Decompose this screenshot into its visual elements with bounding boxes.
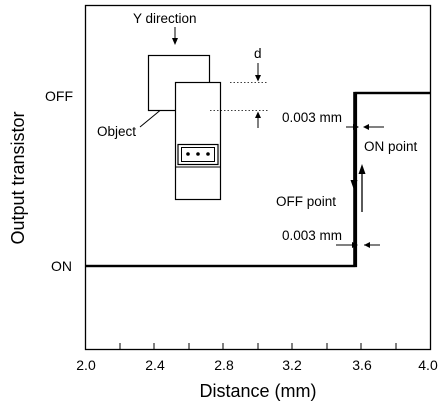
hysteresis-label-bottom: 0.003 mm xyxy=(282,228,342,243)
y-direction-label: Y direction xyxy=(133,11,197,26)
object-label: Object xyxy=(97,124,136,139)
y-state-on: ON xyxy=(51,258,72,274)
x-minor-ticks xyxy=(119,343,397,349)
arrow-right-head xyxy=(353,124,359,130)
sensor-body xyxy=(174,81,222,201)
x-tick-label: 3.2 xyxy=(282,357,302,373)
x-axis-title: Distance (mm) xyxy=(199,381,316,401)
x-tick-label: 3.6 xyxy=(352,357,372,373)
y-axis-title: Output transistor xyxy=(8,111,28,244)
d-label: d xyxy=(254,46,262,61)
x-tick-label: 4.0 xyxy=(418,357,438,373)
y-state-off: OFF xyxy=(45,88,73,104)
hysteresis-label-top: 0.003 mm xyxy=(282,110,342,125)
x-tick-label: 2.4 xyxy=(145,357,165,373)
arrow-left-head xyxy=(363,124,369,130)
step-series-line-2 xyxy=(86,91,430,268)
x-tick-label: 2.0 xyxy=(76,357,96,373)
y-direction-arrow xyxy=(172,27,178,45)
on-point-label: ON point xyxy=(364,139,418,154)
off-point-label: OFF point xyxy=(276,194,336,209)
d-dimension-arrows xyxy=(255,63,261,128)
on-transition-arrow xyxy=(358,164,366,212)
arrow-left-head xyxy=(364,242,370,248)
off-transition-arrow xyxy=(350,140,358,190)
sensor-connector xyxy=(177,143,219,166)
x-tick-label: 2.8 xyxy=(214,357,234,373)
object-leader-line xyxy=(139,110,161,128)
plot-frame xyxy=(84,4,432,351)
arrow-right-head xyxy=(352,242,358,248)
